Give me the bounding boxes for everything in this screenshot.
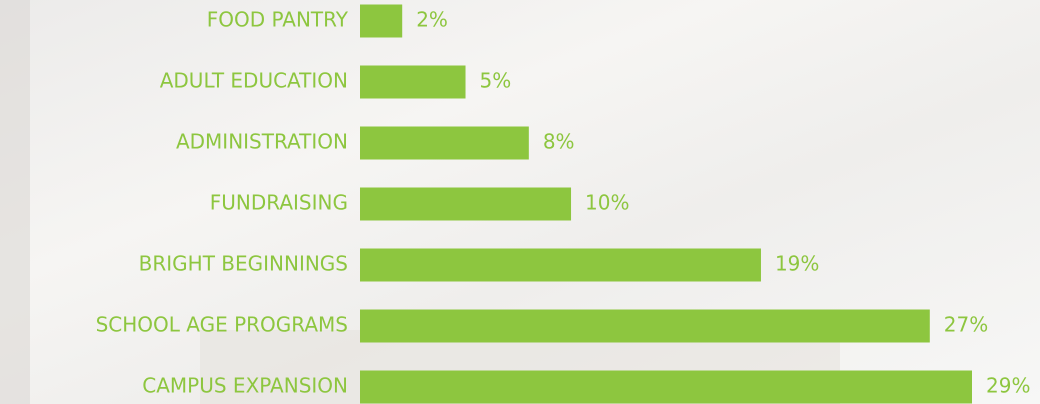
bar	[360, 127, 529, 160]
value-label: 27%	[944, 313, 988, 337]
category-label: ADULT EDUCATION	[160, 69, 348, 93]
bar	[360, 249, 761, 282]
value-label: 5%	[480, 69, 512, 93]
category-label: CAMPUS EXPANSION	[142, 374, 348, 398]
bar	[360, 310, 930, 343]
category-label: SCHOOL AGE PROGRAMS	[96, 313, 348, 337]
category-label: FUNDRAISING	[210, 191, 348, 215]
category-label: ADMINISTRATION	[176, 130, 348, 154]
category-label: BRIGHT BEGINNINGS	[139, 252, 348, 276]
value-label: 8%	[543, 130, 575, 154]
bar	[360, 188, 571, 221]
value-label: 29%	[986, 374, 1030, 398]
chart: FOOD PANTRY 2% ADULT EDUCATION 5% ADMINISTRA…	[0, 0, 1040, 404]
bar	[360, 5, 402, 38]
value-label: 19%	[775, 252, 819, 276]
value-label: 2%	[416, 8, 448, 32]
background-shade	[0, 0, 30, 404]
value-label: 10%	[585, 191, 629, 215]
bar	[360, 371, 972, 404]
bar	[360, 66, 466, 99]
category-label: FOOD PANTRY	[207, 8, 349, 32]
page: FOOD PANTRY 2% ADULT EDUCATION 5% ADMINISTRA…	[0, 0, 1040, 404]
